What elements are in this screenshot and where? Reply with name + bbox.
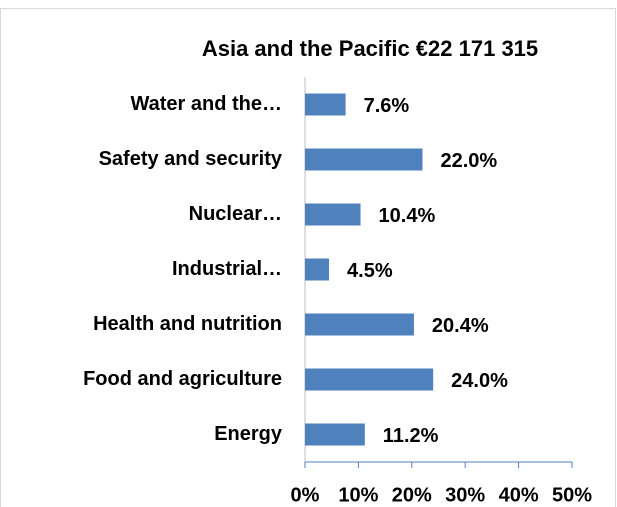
- bar: [305, 423, 365, 446]
- value-label: 11.2%: [383, 425, 439, 447]
- x-tick-label: 0%: [291, 484, 320, 506]
- y-tick-label: Food and agriculture: [83, 368, 282, 390]
- value-label: 7.6%: [364, 95, 410, 117]
- y-tick-label: Industrial…: [172, 258, 282, 280]
- y-tick-label: Energy: [214, 423, 283, 445]
- value-label: 20.4%: [432, 315, 489, 337]
- chart-title: Asia and the Pacific €22 171 315: [202, 36, 538, 61]
- value-label: 4.5%: [347, 260, 393, 282]
- chart-border: [0, 8, 616, 507]
- y-tick-label: Safety and security: [99, 148, 283, 170]
- value-label: 24.0%: [451, 370, 508, 392]
- value-label: 22.0%: [440, 150, 497, 172]
- x-tick-label: 40%: [499, 484, 539, 506]
- x-tick-label: 30%: [445, 484, 485, 506]
- value-label: 10.4%: [379, 205, 436, 227]
- bar: [305, 148, 423, 171]
- bar: [305, 93, 346, 116]
- bar: [305, 203, 361, 226]
- bar: [305, 313, 414, 336]
- y-tick-label: Water and the…: [131, 93, 283, 115]
- bar: [305, 258, 330, 281]
- x-tick-label: 20%: [392, 484, 432, 506]
- x-tick-label: 10%: [338, 484, 378, 506]
- x-tick-label: 50%: [552, 484, 592, 506]
- y-tick-label: Health and nutrition: [93, 313, 282, 335]
- y-tick-label: Nuclear…: [189, 203, 282, 225]
- bar: [305, 368, 434, 391]
